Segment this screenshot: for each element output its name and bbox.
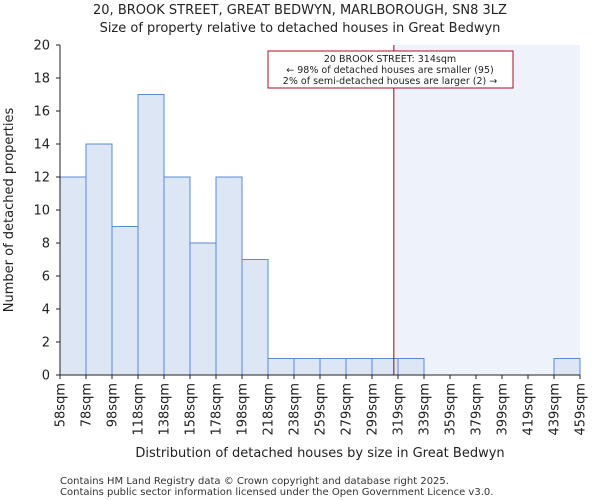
- x-axis: 58sqm 78sqm 98sqm 118sqm 138sqm 158sqm 178sqm 1…: [54, 374, 589, 436]
- x-tick-label-419sqm: 419sqm: [522, 383, 537, 436]
- bar-118sqm: [137, 94, 165, 376]
- y-tick-label-2: 2: [42, 336, 50, 351]
- y-tick-label-16: 16: [33, 105, 50, 120]
- bar-238sqm: [293, 358, 321, 376]
- footer-line1: Contains HM Land Registry data © Crown c…: [60, 476, 449, 487]
- y-axis-label: Number of detached properties: [2, 108, 17, 313]
- x-tick-label-98sqm: 98sqm: [106, 383, 121, 427]
- footer-line2: Contains public sector information licen…: [60, 487, 493, 498]
- annotation-line2: ← 98% of detached houses are smaller (95…: [286, 65, 493, 76]
- x-tick-label-218sqm: 218sqm: [262, 383, 277, 436]
- bar-198sqm: [241, 259, 269, 376]
- bar-178sqm: [215, 176, 243, 376]
- chart-title-line1: 20, BROOK STREET, GREAT BEDWYN, MARLBORO…: [93, 3, 507, 18]
- x-tick-label-259sqm: 259sqm: [314, 383, 329, 436]
- x-tick-label-118sqm: 118sqm: [132, 383, 147, 436]
- y-axis: 0 2 4 6 8 10 12 14 16 18 20: [33, 39, 61, 384]
- bar-58sqm: [59, 176, 87, 376]
- bar-439sqm: [553, 358, 581, 376]
- bar-98sqm: [111, 226, 139, 376]
- x-tick-label-138sqm: 138sqm: [158, 383, 173, 436]
- x-tick-label-198sqm: 198sqm: [236, 383, 251, 436]
- y-tick-label-10: 10: [33, 204, 50, 219]
- bar-138sqm: [163, 176, 191, 376]
- y-tick-label-18: 18: [33, 72, 50, 87]
- bars-group: [59, 94, 581, 376]
- x-axis-label: Distribution of detached houses by size …: [135, 446, 504, 461]
- highlight-region: [393, 45, 580, 375]
- y-tick-label-4: 4: [42, 303, 50, 318]
- bar-279sqm: [345, 358, 373, 376]
- annotation-line1: 20 BROOK STREET: 314sqm: [324, 54, 456, 65]
- bar-218sqm: [267, 358, 295, 376]
- x-tick-label-339sqm: 339sqm: [418, 383, 433, 436]
- x-tick-label-399sqm: 399sqm: [496, 383, 511, 436]
- x-tick-label-78sqm: 78sqm: [80, 383, 95, 427]
- x-tick-label-379sqm: 379sqm: [470, 383, 485, 436]
- annotation-line3: 2% of semi-detached houses are larger (2…: [283, 76, 497, 87]
- x-tick-label-459sqm: 459sqm: [574, 383, 589, 436]
- x-tick-label-439sqm: 439sqm: [548, 383, 563, 436]
- y-tick-label-12: 12: [33, 171, 50, 186]
- x-tick-label-299sqm: 299sqm: [366, 383, 381, 436]
- y-tick-label-8: 8: [42, 237, 50, 252]
- annotation-box: 20 BROOK STREET: 314sqm ← 98% of detache…: [267, 50, 514, 89]
- bar-158sqm: [189, 242, 217, 376]
- x-tick-label-279sqm: 279sqm: [340, 383, 355, 436]
- x-tick-label-238sqm: 238sqm: [288, 383, 303, 436]
- x-tick-label-158sqm: 158sqm: [184, 383, 199, 436]
- chart-title-line2: Size of property relative to detached ho…: [100, 21, 501, 36]
- x-tick-label-178sqm: 178sqm: [210, 383, 225, 436]
- y-tick-label-0: 0: [42, 369, 50, 384]
- annotation-border: [267, 50, 514, 89]
- bar-319sqm: [397, 358, 425, 376]
- x-tick-label-359sqm: 359sqm: [444, 383, 459, 436]
- y-tick-label-6: 6: [42, 270, 50, 285]
- x-tick-label-58sqm: 58sqm: [54, 383, 69, 427]
- y-tick-label-20: 20: [33, 39, 50, 54]
- bar-259sqm: [319, 358, 347, 376]
- bar-78sqm: [85, 143, 113, 376]
- y-tick-label-14: 14: [33, 138, 50, 153]
- x-tick-label-319sqm: 319sqm: [392, 383, 407, 436]
